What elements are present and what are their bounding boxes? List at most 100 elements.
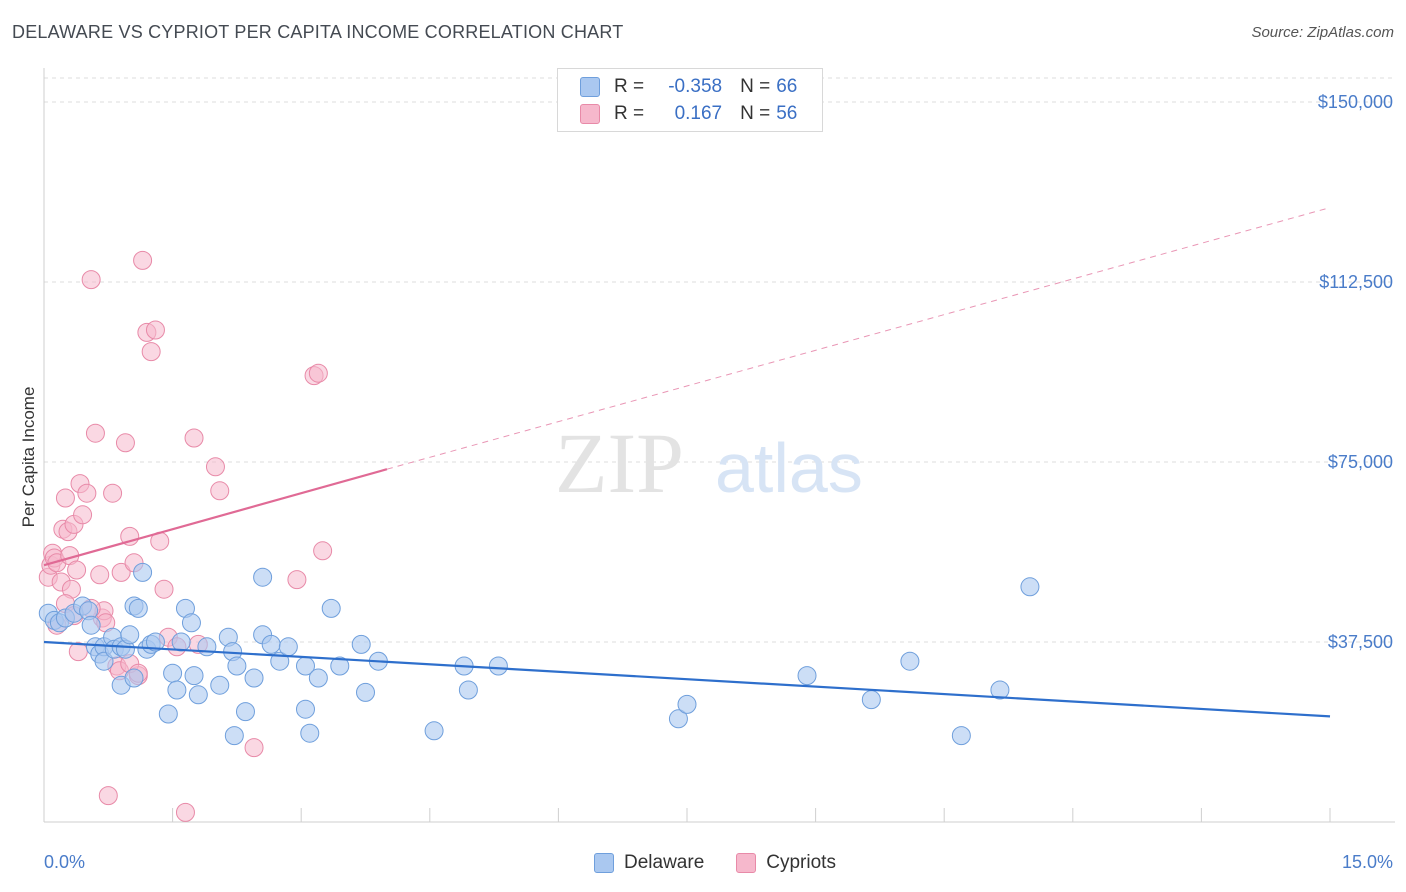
cypriots-point bbox=[81, 270, 101, 290]
x-tick-label: 0.0% bbox=[44, 852, 85, 872]
correlation-legend: R = -0.358 N = 66 R = 0.167 N = 56 bbox=[557, 68, 823, 132]
delaware-swatch bbox=[580, 77, 600, 97]
cypriots-point bbox=[141, 342, 161, 362]
cypriots-point bbox=[244, 738, 264, 758]
cypriots-point bbox=[133, 250, 153, 270]
delaware-point bbox=[861, 690, 881, 710]
cypriots-point bbox=[90, 565, 110, 585]
y-tick-label: $150,000 bbox=[1318, 92, 1393, 112]
cypriots-swatch bbox=[736, 853, 757, 873]
delaware-point bbox=[197, 637, 217, 657]
delaware-point bbox=[321, 598, 341, 618]
delaware-point bbox=[356, 682, 375, 702]
cypriots-point bbox=[175, 802, 195, 822]
trend-lines bbox=[43, 207, 1331, 718]
cypriots-point bbox=[115, 433, 135, 453]
delaware-swatch bbox=[594, 853, 614, 873]
delaware-point bbox=[171, 632, 191, 652]
legend-label-delaware: Delaware bbox=[624, 852, 705, 873]
legend-row-cypriots: R = 0.167 N = 56 bbox=[580, 102, 797, 126]
y-axis-label: Per Capita Income bbox=[19, 387, 38, 528]
delaware-point bbox=[330, 656, 350, 676]
delaware-point bbox=[224, 726, 244, 746]
axes bbox=[43, 68, 1395, 823]
legend-r-value: 0.167 bbox=[674, 103, 723, 124]
cypriots-point bbox=[67, 560, 87, 580]
legend-n-value: 66 bbox=[776, 76, 798, 97]
legend-n-label: N = bbox=[740, 103, 771, 124]
delaware-point bbox=[210, 675, 230, 695]
y-tick-label: $75,000 bbox=[1328, 452, 1393, 472]
delaware-point bbox=[1020, 577, 1040, 597]
cypriots-points bbox=[38, 250, 333, 822]
delaware-point bbox=[351, 634, 371, 654]
delaware-point bbox=[261, 634, 281, 654]
delaware-point bbox=[951, 726, 971, 746]
delaware-point bbox=[188, 685, 208, 705]
delaware-trend-line bbox=[43, 640, 1331, 718]
delaware-points bbox=[38, 562, 1040, 746]
legend-label-cypriots: Cypriots bbox=[766, 852, 836, 873]
y-tick-label: $112,500 bbox=[1319, 272, 1393, 292]
delaware-point bbox=[244, 668, 264, 688]
watermark-atlas: atlas bbox=[715, 429, 863, 507]
delaware-point bbox=[227, 656, 247, 676]
legend-item-cypriots[interactable]: Cypriots bbox=[736, 852, 836, 874]
cypriots-point bbox=[55, 488, 75, 508]
y-tick-label: $37,500 bbox=[1328, 632, 1393, 652]
delaware-point bbox=[184, 666, 204, 686]
cypriots-swatch bbox=[580, 104, 600, 124]
delaware-point bbox=[145, 632, 165, 652]
delaware-point bbox=[424, 721, 444, 741]
cypriots-trend-line bbox=[43, 468, 388, 567]
gridlines bbox=[44, 77, 1395, 643]
watermark-zip: ZIP bbox=[555, 415, 684, 511]
x-tick-labels: 0.0% 15.0% bbox=[44, 852, 1393, 872]
delaware-point bbox=[677, 694, 697, 714]
y-tick-labels: $37,500 $75,000 $112,500 $150,000 bbox=[1318, 92, 1393, 652]
series-legend: Delaware Cypriots bbox=[594, 852, 868, 874]
delaware-point bbox=[158, 704, 178, 724]
delaware-point bbox=[253, 567, 273, 587]
delaware-point bbox=[300, 723, 320, 743]
delaware-point bbox=[133, 562, 153, 582]
cypriots-point bbox=[85, 423, 105, 443]
delaware-point bbox=[458, 680, 478, 700]
delaware-point bbox=[120, 625, 140, 645]
legend-row-delaware: R = -0.358 N = 66 bbox=[580, 75, 797, 99]
cypriots-point bbox=[154, 579, 174, 599]
delaware-point bbox=[668, 709, 688, 729]
legend-r-value: -0.358 bbox=[668, 76, 723, 97]
delaware-point bbox=[181, 613, 201, 633]
delaware-point bbox=[124, 668, 144, 688]
delaware-point bbox=[488, 656, 508, 676]
x-tick-label: 15.0% bbox=[1342, 852, 1393, 872]
delaware-point bbox=[295, 699, 315, 719]
legend-n-value: 56 bbox=[776, 103, 798, 124]
cypriots-point bbox=[111, 562, 131, 582]
delaware-point bbox=[235, 702, 255, 722]
legend-r-label: R = bbox=[614, 103, 645, 124]
watermark: ZIP atlas bbox=[555, 415, 863, 511]
delaware-point bbox=[900, 651, 920, 671]
cypriots-trend-extension bbox=[386, 207, 1331, 470]
delaware-point bbox=[163, 663, 183, 683]
cypriots-point bbox=[313, 541, 333, 561]
cypriots-point bbox=[184, 428, 204, 448]
cypriots-point bbox=[205, 457, 225, 477]
delaware-point bbox=[81, 615, 101, 635]
delaware-point bbox=[797, 666, 817, 686]
chart-title: DELAWARE VS CYPRIOT PER CAPITA INCOME CO… bbox=[12, 22, 624, 42]
chart-source: Source: ZipAtlas.com bbox=[1251, 24, 1394, 41]
cypriots-point bbox=[308, 363, 328, 383]
cypriots-point bbox=[103, 483, 123, 503]
delaware-point bbox=[128, 598, 148, 618]
cypriots-point bbox=[145, 320, 165, 340]
delaware-point bbox=[990, 680, 1010, 700]
delaware-point bbox=[167, 680, 187, 700]
cypriots-point bbox=[287, 570, 307, 590]
delaware-point bbox=[308, 668, 328, 688]
cypriots-point bbox=[98, 786, 118, 806]
legend-item-delaware[interactable]: Delaware bbox=[594, 852, 704, 874]
